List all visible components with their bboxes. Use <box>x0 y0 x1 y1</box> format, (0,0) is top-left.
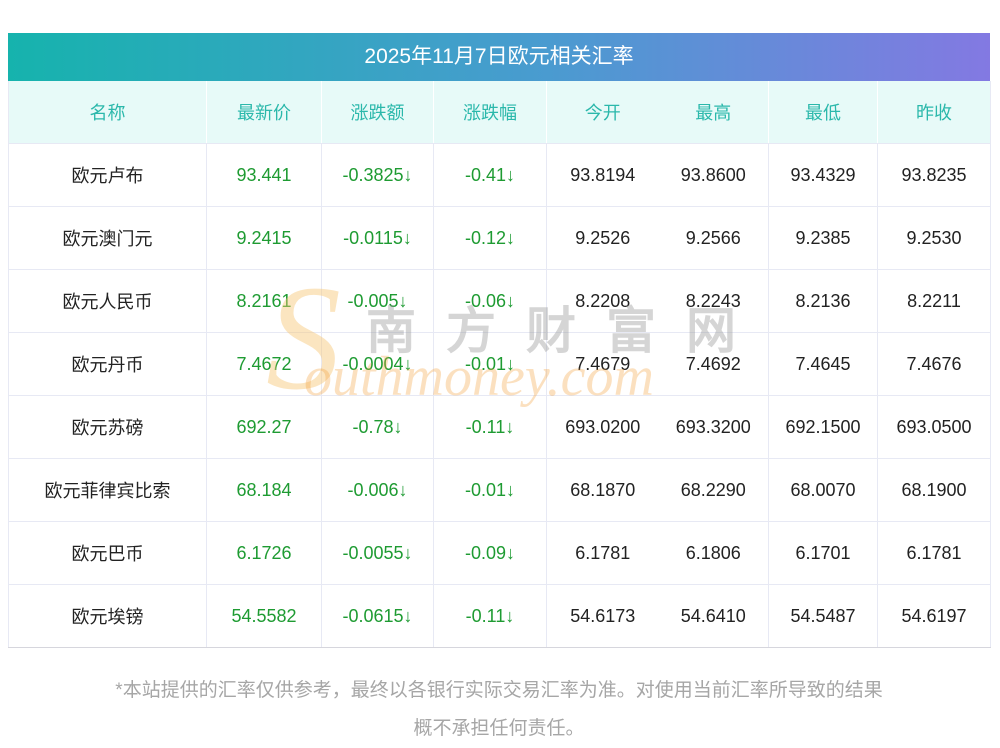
cell: 54.5582 <box>206 584 322 648</box>
cell: 693.3200 <box>658 395 769 459</box>
cell: -0.0115↓ <box>321 206 434 270</box>
cell: 693.0200 <box>546 395 659 459</box>
cell: 6.1726 <box>206 521 322 585</box>
cell: 54.6410 <box>658 584 769 648</box>
cell: 8.2161 <box>206 269 322 333</box>
cell: 8.2136 <box>768 269 878 333</box>
cell: 692.27 <box>206 395 322 459</box>
table-row: 欧元巴币 6.1726 -0.0055↓ -0.09↓ 6.1781 6.1806 6.17… <box>8 521 991 585</box>
table-header-row: 名称 最新价 涨跌额 涨跌幅 今开 最高 最低 昨收 <box>8 81 991 144</box>
disclaimer-line-2: 概不承担任何责任。 <box>413 718 585 739</box>
column-header: 昨收 <box>877 81 991 144</box>
cell: 6.1701 <box>768 521 878 585</box>
column-header: 名称 <box>8 81 207 144</box>
cell: -0.06↓ <box>433 269 547 333</box>
cell: 欧元埃镑 <box>8 584 207 648</box>
table-row: 欧元苏磅 692.27 -0.78↓ -0.11↓ 693.0200 693.3200 69… <box>8 395 991 459</box>
table-row: 欧元埃镑 54.5582 -0.0615↓ -0.11↓ 54.6173 54.6410 5… <box>8 584 991 648</box>
cell: 692.1500 <box>768 395 878 459</box>
cell: 6.1781 <box>546 521 659 585</box>
cell: 68.2290 <box>658 458 769 522</box>
cell: 9.2566 <box>658 206 769 270</box>
cell: 欧元卢布 <box>8 143 207 207</box>
cell: 93.8194 <box>546 143 659 207</box>
cell: 9.2530 <box>877 206 991 270</box>
cell: 68.184 <box>206 458 322 522</box>
cell: -0.006↓ <box>321 458 434 522</box>
cell: -0.11↓ <box>433 395 547 459</box>
cell: 54.5487 <box>768 584 878 648</box>
cell: -0.12↓ <box>433 206 547 270</box>
table-row: 欧元丹币 7.4672 -0.0004↓ -0.01↓ 7.4679 7.4692 7.46… <box>8 332 991 396</box>
column-header: 涨跌幅 <box>433 81 547 144</box>
cell: 9.2385 <box>768 206 878 270</box>
cell: 欧元菲律宾比索 <box>8 458 207 522</box>
cell: 9.2415 <box>206 206 322 270</box>
cell: 68.1900 <box>877 458 991 522</box>
cell: -0.78↓ <box>321 395 434 459</box>
cell: -0.0615↓ <box>321 584 434 648</box>
cell: 68.0070 <box>768 458 878 522</box>
cell: 欧元人民币 <box>8 269 207 333</box>
column-header: 今开 <box>546 81 659 144</box>
cell: -0.0055↓ <box>321 521 434 585</box>
cell: -0.09↓ <box>433 521 547 585</box>
table-row: 欧元菲律宾比索 68.184 -0.006↓ -0.01↓ 68.1870 68.2290… <box>8 458 991 522</box>
cell: 欧元巴币 <box>8 521 207 585</box>
cell: 欧元丹币 <box>8 332 207 396</box>
column-header: 最高 <box>658 81 769 144</box>
cell: -0.11↓ <box>433 584 547 648</box>
exchange-rate-table: 名称 最新价 涨跌额 涨跌幅 今开 最高 最低 昨收 欧元卢布 93.441 -0.3825↓ -0… <box>8 81 991 648</box>
cell: 6.1806 <box>658 521 769 585</box>
cell: -0.01↓ <box>433 458 547 522</box>
cell: 9.2526 <box>546 206 659 270</box>
cell: -0.0004↓ <box>321 332 434 396</box>
disclaimer: *本站提供的汇率仅供参考，最终以各银行实际交易汇率为准。对使用当前汇率所导致的结… <box>8 672 990 748</box>
cell: 8.2243 <box>658 269 769 333</box>
cell: 8.2208 <box>546 269 659 333</box>
cell: 68.1870 <box>546 458 659 522</box>
cell: 7.4676 <box>877 332 991 396</box>
disclaimer-line-1: *本站提供的汇率仅供参考，最终以各银行实际交易汇率为准。对使用当前汇率所导致的结… <box>115 680 883 701</box>
cell: -0.005↓ <box>321 269 434 333</box>
cell: 54.6173 <box>546 584 659 648</box>
cell: -0.3825↓ <box>321 143 434 207</box>
cell: 54.6197 <box>877 584 991 648</box>
cell: 7.4692 <box>658 332 769 396</box>
table-row: 欧元卢布 93.441 -0.3825↓ -0.41↓ 93.8194 93.8600 93… <box>8 143 991 207</box>
table-body: 欧元卢布 93.441 -0.3825↓ -0.41↓ 93.8194 93.8600 93… <box>8 143 991 648</box>
column-header: 最新价 <box>206 81 322 144</box>
table-row: 欧元澳门元 9.2415 -0.0115↓ -0.12↓ 9.2526 9.2566 9.2… <box>8 206 991 270</box>
cell: 7.4679 <box>546 332 659 396</box>
cell: 6.1781 <box>877 521 991 585</box>
cell: 693.0500 <box>877 395 991 459</box>
cell: 欧元澳门元 <box>8 206 207 270</box>
cell: 7.4672 <box>206 332 322 396</box>
cell: 7.4645 <box>768 332 878 396</box>
column-header: 最低 <box>768 81 878 144</box>
exchange-rate-page: 2025年11月7日欧元相关汇率 名称 最新价 涨跌额 涨跌幅 今开 最高 最低 昨收 欧元卢… <box>8 33 991 748</box>
cell: -0.01↓ <box>433 332 547 396</box>
cell: 8.2211 <box>877 269 991 333</box>
cell: 93.441 <box>206 143 322 207</box>
column-header: 涨跌额 <box>321 81 434 144</box>
cell: -0.41↓ <box>433 143 547 207</box>
cell: 93.8600 <box>658 143 769 207</box>
table-row: 欧元人民币 8.2161 -0.005↓ -0.06↓ 8.2208 8.2243 8.21… <box>8 269 991 333</box>
page-title: 2025年11月7日欧元相关汇率 <box>8 33 990 81</box>
cell: 欧元苏磅 <box>8 395 207 459</box>
cell: 93.4329 <box>768 143 878 207</box>
cell: 93.8235 <box>877 143 991 207</box>
